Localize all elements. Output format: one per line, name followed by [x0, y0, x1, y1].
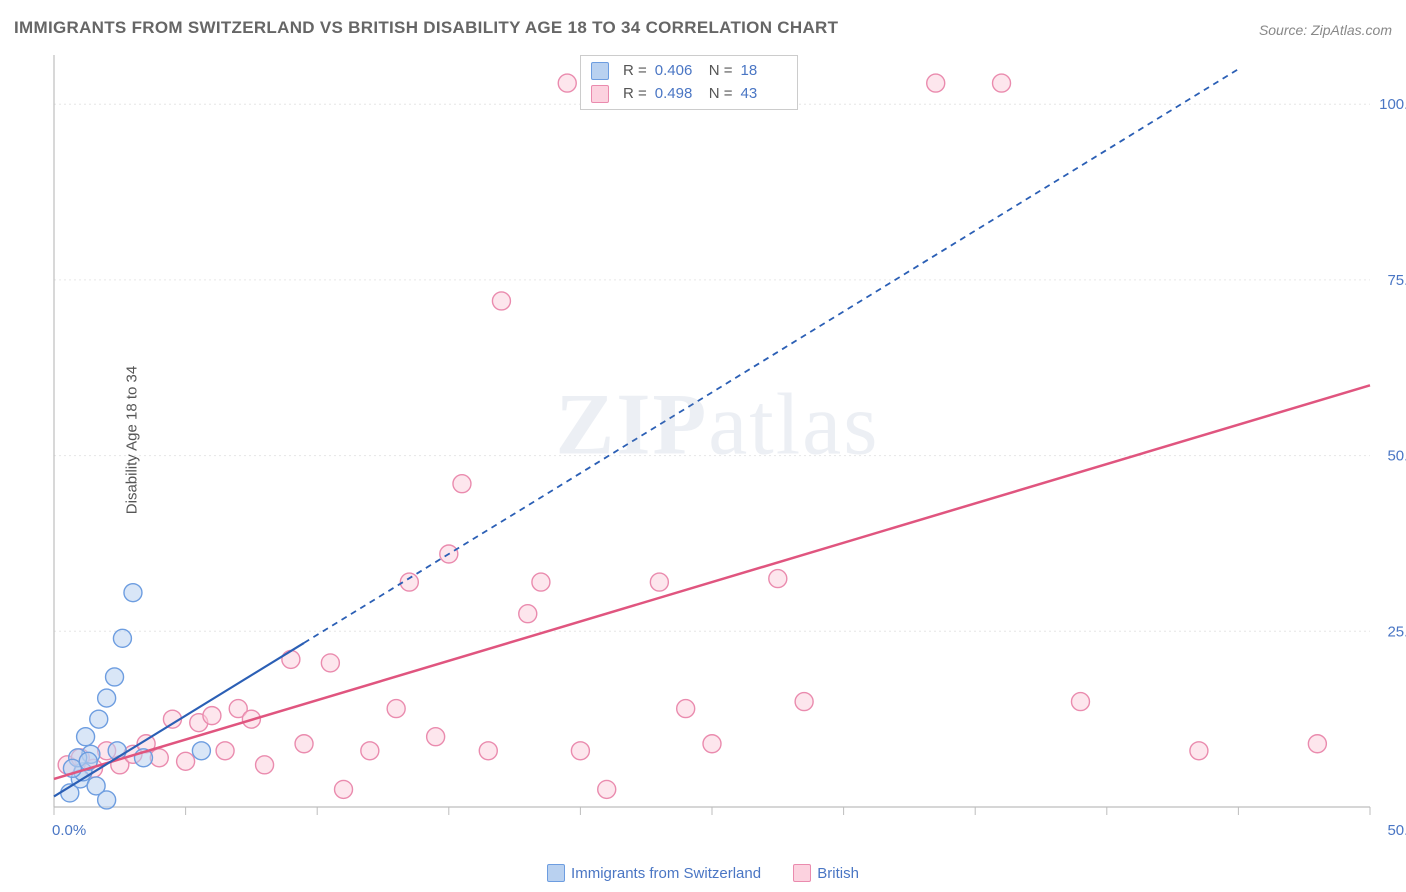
r-label: R = — [623, 83, 647, 106]
svg-text:25.0%: 25.0% — [1387, 623, 1406, 640]
chart-svg: 25.0% 50.0% 75.0% 100.0% 0.0% 50.0% — [50, 55, 1406, 847]
svg-text:75.0%: 75.0% — [1387, 272, 1406, 289]
series-a-name: Immigrants from Switzerland — [571, 865, 761, 882]
svg-text:0.0%: 0.0% — [52, 822, 86, 839]
legend-row-series-a: R = 0.406 N = 18 — [591, 60, 787, 83]
r-value-a: 0.406 — [655, 60, 701, 83]
series-b-name: British — [817, 865, 859, 882]
y-axis-label: Disability Age 18 to 34 — [124, 366, 141, 514]
n-label: N = — [709, 60, 733, 83]
swatch-series-a — [591, 62, 609, 80]
bottom-legend-item-b: British — [793, 864, 859, 882]
n-label: N = — [709, 83, 733, 106]
swatch-series-a — [547, 864, 565, 882]
r-n-legend-box: R = 0.406 N = 18 R = 0.498 N = 43 — [580, 55, 798, 110]
legend-row-series-b: R = 0.498 N = 43 — [591, 83, 787, 106]
chart-title: IMMIGRANTS FROM SWITZERLAND VS BRITISH D… — [14, 18, 838, 38]
r-label: R = — [623, 60, 647, 83]
svg-text:50.0%: 50.0% — [1387, 822, 1406, 839]
n-value-a: 18 — [741, 60, 787, 83]
swatch-series-b — [793, 864, 811, 882]
r-value-b: 0.498 — [655, 83, 701, 106]
bottom-legend: Immigrants from Switzerland British — [0, 864, 1406, 886]
swatch-series-b — [591, 85, 609, 103]
bottom-legend-item-a: Immigrants from Switzerland — [547, 864, 761, 882]
svg-text:100.0%: 100.0% — [1379, 96, 1406, 113]
n-value-b: 43 — [741, 83, 787, 106]
svg-text:50.0%: 50.0% — [1387, 448, 1406, 465]
source-label: Source: ZipAtlas.com — [1259, 22, 1392, 38]
scatter-chart: Disability Age 18 to 34 25.0%50.0%75.0%1… — [50, 55, 1385, 825]
